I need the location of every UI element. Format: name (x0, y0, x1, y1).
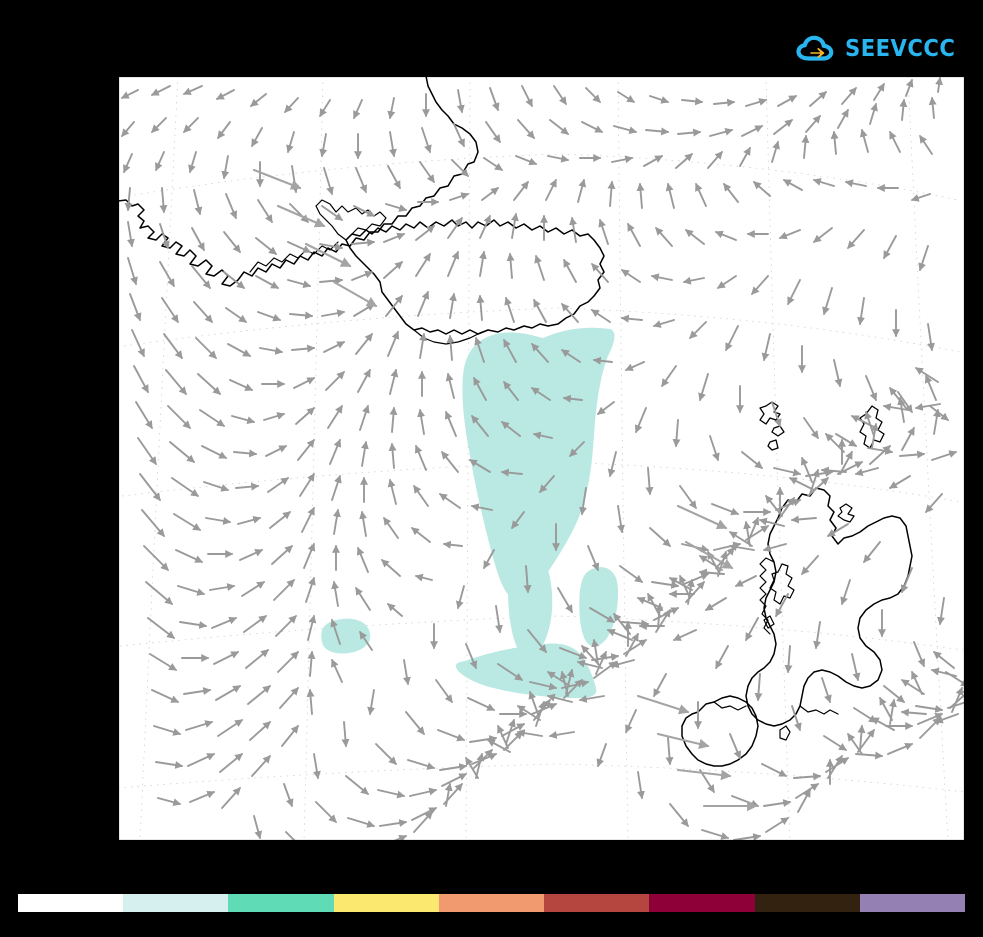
colorbar-segment-5[interactable] (544, 894, 650, 912)
wind-vector-field (120, 76, 965, 841)
map-panel[interactable] (118, 76, 965, 841)
greenland-inland-detail (249, 241, 339, 273)
ireland-coast (681, 695, 759, 767)
scotland-west-coast-detail (759, 557, 775, 635)
map-canvas[interactable] (118, 76, 965, 841)
orkney-islands (837, 503, 855, 523)
colorbar-segment-1[interactable] (123, 894, 229, 912)
british-isles (745, 487, 913, 727)
shetland-islands (859, 405, 885, 449)
colorbar-segment-0[interactable] (18, 894, 124, 912)
colorbar-segment-7[interactable] (754, 894, 860, 912)
map-gridlines (118, 76, 965, 841)
shaded-region-south-wing (579, 567, 619, 647)
colorbar-segment-8[interactable] (859, 894, 965, 912)
iceland-coast (345, 219, 605, 335)
wind-vector-field-strong (252, 168, 758, 812)
brand-logo-block: SEEVCCC (796, 32, 965, 66)
outer-hebrides (763, 563, 795, 629)
colorbar-segment-4[interactable] (438, 894, 545, 912)
wales-coast-detail (799, 705, 839, 715)
colorbar-segment-2[interactable] (228, 894, 334, 912)
shaded-region-south (456, 643, 597, 698)
colorbar-segment-6[interactable] (649, 894, 755, 912)
map-border (118, 76, 965, 841)
cloud-lightning-icon (796, 35, 834, 61)
shaded-regions (321, 327, 619, 698)
isle-of-man (779, 725, 791, 741)
colorbar-segment-3[interactable] (333, 894, 439, 912)
colorbar[interactable] (18, 894, 965, 912)
greenland-coast (118, 76, 479, 287)
brand-name: SEEVCCC (845, 35, 956, 62)
shaded-region-main (462, 327, 615, 602)
ireland-north-detail (713, 701, 747, 711)
shaded-region-main-tail (508, 549, 553, 656)
